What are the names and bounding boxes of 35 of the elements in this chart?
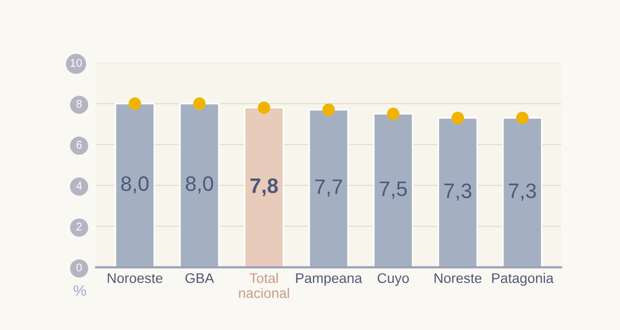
data-label: 8,0 [121,176,149,194]
x-tick-label: Noroeste [108,273,162,284]
point [193,97,206,110]
x-tick-label: Patagonia [492,272,554,286]
point [322,104,335,116]
data-label: 7,5 [380,182,407,199]
point [128,97,142,110]
bar [373,113,414,268]
x-tick-label: GBA [185,273,214,284]
x-tick-label: Total nacional [239,272,289,298]
y-tick-label: 10 [70,58,82,67]
y-tick-label: 2 [76,222,82,230]
y-axis-title: % [74,285,86,296]
y-tick-label: 0 [76,264,82,272]
bar [308,109,349,268]
point [258,102,270,114]
bar [179,102,220,268]
data-label: 7,3 [508,183,536,201]
data-label: 7,8 [250,178,278,196]
data-label: 7,3 [444,183,472,201]
point [386,108,400,120]
bar [114,102,155,268]
point [452,112,464,124]
bar [502,117,542,268]
point [516,112,529,124]
data-label: 8,0 [186,176,214,194]
y-tick-label: 6 [76,140,82,149]
y-tick-label: 4 [76,182,82,190]
x-tick-label: Cuyo [378,273,409,286]
y-tick-label: 8 [76,100,82,108]
data-label: 7,7 [315,180,342,197]
x-tick-label: Pampeana [296,273,362,286]
bar [244,107,284,268]
bar [438,117,478,268]
x-tick-label: Noreste [434,273,482,284]
